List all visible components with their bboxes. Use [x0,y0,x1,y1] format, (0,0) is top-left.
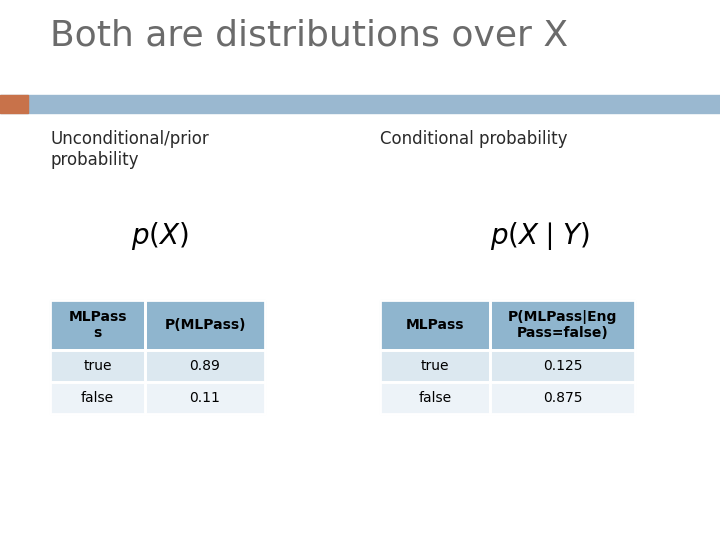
Text: MLPass: MLPass [406,318,464,332]
Bar [380,300,490,350]
Bar [50,300,145,350]
Bar [0,95,28,113]
Text: $p(X\mid Y)$: $p(X\mid Y)$ [490,220,590,252]
Text: false: false [81,391,114,405]
Text: false: false [418,391,451,405]
Text: Conditional probability: Conditional probability [380,130,567,148]
Text: 0.125: 0.125 [543,359,582,373]
Text: 0.11: 0.11 [189,391,220,405]
Bar [490,382,635,414]
Text: true: true [84,359,112,373]
Bar [50,350,145,382]
Bar [145,350,265,382]
Bar [145,300,265,350]
Bar [380,382,490,414]
Bar [490,382,635,414]
Bar [145,382,265,414]
Bar [380,350,490,382]
Bar [490,350,635,382]
Text: P(MLPass|Eng
Pass=false): P(MLPass|Eng Pass=false) [508,310,617,340]
Bar [380,382,490,414]
Text: Unconditional/prior
probability: Unconditional/prior probability [50,130,209,169]
Bar [490,300,635,350]
Bar [380,300,490,350]
Bar [50,300,145,350]
Bar [145,300,265,350]
Bar [380,350,490,382]
Text: MLPass
s: MLPass s [68,310,127,340]
Bar [145,350,265,382]
Bar [50,382,145,414]
Bar [145,382,265,414]
Bar [490,350,635,382]
Text: 0.89: 0.89 [189,359,220,373]
Text: true: true [420,359,449,373]
Bar [50,350,145,382]
Bar [50,382,145,414]
Text: Both are distributions over X: Both are distributions over X [50,18,568,52]
Text: P(MLPass): P(MLPass) [164,318,246,332]
Text: 0.875: 0.875 [543,391,582,405]
Text: $p(X)$: $p(X)$ [131,220,189,252]
Bar [0,95,720,113]
Bar [490,300,635,350]
